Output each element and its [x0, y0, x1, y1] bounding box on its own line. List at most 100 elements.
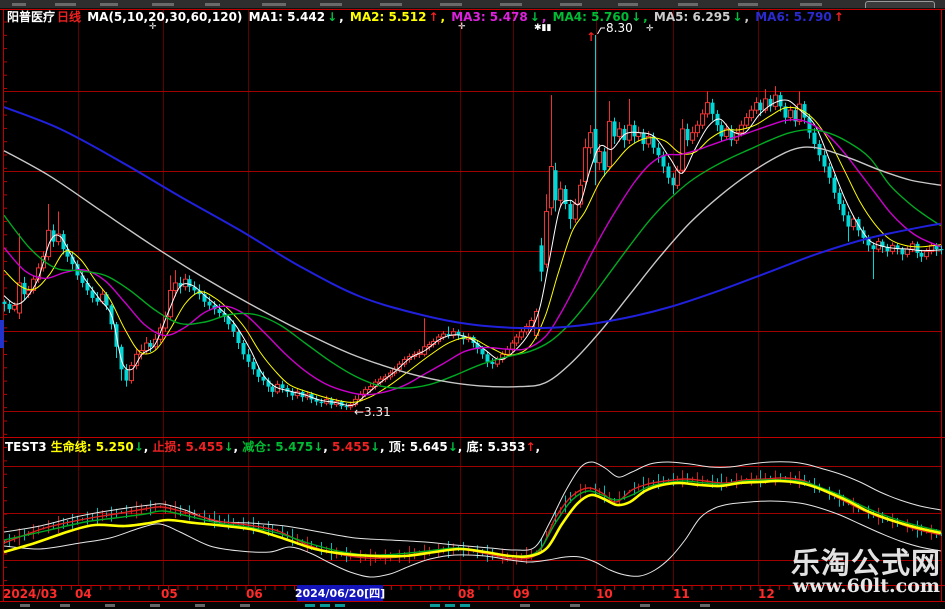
indicator-arrow-icon: ↓ — [447, 440, 458, 454]
menu-item-stub[interactable] — [320, 3, 342, 6]
ma-arrow-icon: ↓ — [631, 10, 642, 24]
menu-item-stub[interactable] — [152, 3, 174, 6]
menu-item-stub[interactable] — [262, 3, 286, 6]
statusbar-fragment — [445, 604, 455, 607]
ma-value: MA1: 5.442 — [248, 10, 326, 24]
month-label: 09 — [513, 587, 530, 601]
selected-date-label: 2024/06/20[四] — [294, 587, 386, 600]
ma-arrow-icon: ↓ — [732, 10, 743, 24]
separator: , — [233, 440, 239, 454]
month-label: 11 — [673, 587, 690, 601]
indicator-arrow-icon: ↑ — [525, 440, 536, 454]
ma-value: MA5: 6.295 — [649, 10, 731, 24]
menu-item-stub[interactable] — [12, 3, 26, 6]
statusbar-fragment — [305, 604, 315, 607]
drawn-marker-icon: ✛ — [458, 22, 466, 32]
test3-items: 生命线: 5.250↓, 止损: 5.455↓, 减仓: 5.475↓, 5.4… — [51, 440, 540, 454]
main-chart-legend: 阳普医疗 日线 MA(5,10,20,30,60,120) MA1: 5.442 ↓… — [7, 10, 850, 25]
menu-item-stub[interactable] — [800, 3, 822, 6]
time-axis[interactable]: 2024/03 04 05 06 08 09 10 11 12 2024/06/20[四] — [0, 585, 945, 602]
high-price-label: 8.30 — [606, 21, 633, 35]
separator: , — [535, 440, 541, 454]
statusbar-fragment — [700, 604, 710, 607]
menu-item-stub[interactable] — [380, 3, 402, 6]
menu-item-stub[interactable] — [205, 3, 220, 6]
month-label: 10 — [596, 587, 613, 601]
menu-item-stub[interactable] — [560, 3, 582, 6]
ma-value: MA6: 5.790 — [751, 10, 832, 24]
up-arrow-marker: ↑ — [586, 30, 597, 44]
low-price-label: ←3.31 — [354, 405, 391, 419]
statusbar-fragment — [430, 604, 440, 607]
statusbar-fragment — [240, 604, 250, 607]
separator: , — [143, 440, 149, 454]
indicator-value: 5.455 — [181, 440, 224, 454]
menu-item-stub[interactable] — [738, 3, 758, 6]
indicator-value: 5.455 — [327, 440, 370, 454]
test3-legend: TEST3 生命线: 5.250↓, 止损: 5.455↓, 减仓: 5.475… — [5, 440, 540, 455]
axis-tick-marks — [3, 586, 941, 590]
statusbar-fragment — [640, 604, 650, 607]
month-label: 2024/03 — [3, 587, 58, 601]
selected-date-box: 2024/06/20[四] — [294, 585, 386, 601]
month-label: 04 — [75, 587, 92, 601]
separator: , — [323, 440, 328, 454]
watermark-url: www.60lt.com — [792, 575, 940, 597]
watermark-site-name: 乐淘公式网 — [790, 546, 941, 580]
separator: , — [541, 10, 547, 24]
statusbar-fragment — [150, 604, 160, 607]
ma-arrow-icon: ↓ — [327, 10, 338, 24]
indicator-value: 5.645 — [405, 440, 448, 454]
toolbar-button[interactable] — [865, 1, 935, 8]
ma-value: MA3: 5.478 — [447, 10, 528, 24]
month-label: 06 — [246, 587, 263, 601]
indicator-label: 减仓: — [238, 440, 272, 454]
ma-arrow-icon: ↑ — [833, 10, 844, 24]
separator: , — [643, 10, 648, 24]
separator: , — [339, 10, 344, 24]
indicator-arrow-icon: ↓ — [133, 440, 144, 454]
indicator-label: 生命线: — [50, 440, 92, 454]
drawn-marker-icon: ✛ — [646, 24, 654, 34]
indicator-value: 5.475 — [271, 440, 314, 454]
month-label: 12 — [758, 587, 775, 601]
month-label: 08 — [458, 587, 475, 601]
indicator-arrow-icon: ↓ — [223, 440, 234, 454]
ma-value: MA2: 5.512 — [345, 10, 427, 24]
indicator-arrow-icon: ↓ — [369, 440, 381, 454]
top-toolbar — [0, 0, 945, 9]
indicator-label: 止损: — [148, 440, 182, 454]
statusbar-fragment — [335, 604, 345, 607]
period-label[interactable]: 日线 — [57, 10, 82, 24]
separator: , — [380, 440, 385, 454]
menu-item-stub[interactable] — [500, 3, 522, 6]
indicator-arrow-icon: ↓ — [313, 440, 324, 454]
menu-item-stub[interactable] — [618, 3, 638, 6]
ma-legend: MA1: 5.442 ↓, MA2: 5.512 ↑, MA3: 5.478 ↓, M… — [249, 10, 848, 24]
separator: , — [744, 10, 750, 24]
menu-item-stub[interactable] — [100, 3, 118, 6]
indicator-label: 底: — [462, 440, 484, 454]
ma-arrow-icon: ↓ — [529, 10, 540, 24]
drawn-marker-icon: ✱▮▮ — [534, 23, 552, 33]
month-label: 05 — [161, 587, 178, 601]
statusbar-fragment — [60, 604, 70, 607]
menu-item-stub[interactable] — [440, 3, 462, 6]
ma-arrow-icon: ↑ — [428, 10, 439, 24]
statusbar-fragment — [520, 604, 530, 607]
menu-item-stub[interactable] — [55, 3, 76, 6]
bottom-toolbar — [0, 602, 945, 609]
menu-item-stub[interactable] — [678, 3, 698, 6]
indicator-value: 5.353 — [483, 440, 526, 454]
ma-value: MA4: 5.760 — [548, 10, 630, 24]
stock-name: 阳普医疗 — [7, 10, 56, 24]
indicator-value: 5.250 — [91, 440, 134, 454]
statusbar-fragment — [570, 604, 580, 607]
ma-config: MA(5,10,20,30,60,120) — [87, 10, 243, 24]
statusbar-fragment — [105, 604, 115, 607]
indicator-title[interactable]: TEST3 — [5, 440, 47, 454]
statusbar-fragment — [195, 604, 205, 607]
statusbar-fragment — [460, 604, 470, 607]
